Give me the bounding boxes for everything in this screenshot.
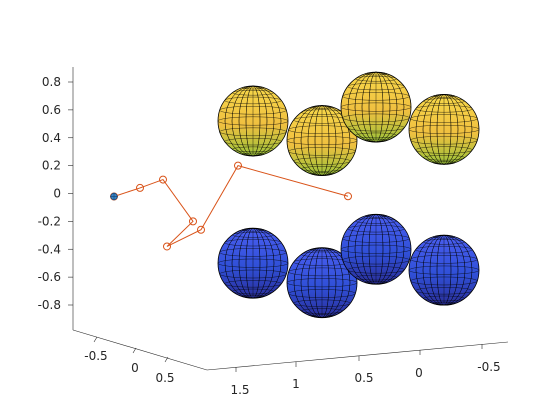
z-tick-label: -0.8 bbox=[38, 298, 61, 312]
start-marker bbox=[110, 192, 118, 201]
z-tick-label: 0.4 bbox=[42, 131, 61, 145]
path-point bbox=[159, 175, 167, 184]
left-tick-label: 0 bbox=[131, 361, 139, 375]
z-tick-label: 0.2 bbox=[42, 159, 61, 173]
z-tick-label: -0.2 bbox=[38, 214, 61, 228]
sphere-top bbox=[340, 71, 412, 143]
z-tick-label: 0.8 bbox=[42, 75, 61, 89]
z-tick-label: -0.6 bbox=[38, 270, 61, 284]
left-tick-label: -0.5 bbox=[84, 349, 107, 363]
bottom-tick-label: -0.5 bbox=[477, 360, 500, 374]
bottom-tick-label: 1.5 bbox=[230, 383, 249, 397]
path-line bbox=[113, 165, 349, 247]
sphere-top bbox=[286, 105, 358, 176]
z-tick-label: -0.4 bbox=[38, 242, 61, 256]
left-tick-mark bbox=[132, 347, 137, 354]
z-tick-label: 0 bbox=[53, 187, 61, 201]
left-ticks: -0.5 0 0.5 bbox=[84, 336, 175, 385]
z-ticks: 0.8 0.6 0.4 0.2 0 -0.2 -0.4 -0.6 -0.8 bbox=[38, 75, 73, 312]
path-point bbox=[163, 242, 171, 251]
sphere-bottom bbox=[286, 247, 358, 319]
left-tick-label: 0.5 bbox=[155, 371, 174, 385]
path-point bbox=[136, 183, 144, 192]
left-tick-mark bbox=[164, 356, 169, 363]
path-point bbox=[197, 225, 205, 234]
spheres-layer bbox=[217, 71, 480, 319]
left-axis-line bbox=[72, 329, 208, 371]
bottom-axis-line bbox=[206, 341, 509, 371]
sphere-bottom bbox=[408, 234, 480, 306]
left-tick-mark bbox=[93, 336, 98, 343]
sphere-top bbox=[408, 93, 480, 165]
bottom-tick-label: 1 bbox=[292, 377, 300, 391]
sphere-top bbox=[217, 85, 289, 157]
bottom-tick-label: 0 bbox=[415, 366, 423, 380]
bottom-tick-label: 0.5 bbox=[354, 371, 373, 385]
sphere-bottom bbox=[340, 213, 412, 285]
bottom-ticks: 1.5 1 0.5 0 -0.5 bbox=[230, 344, 501, 397]
path-layer bbox=[110, 161, 352, 251]
path-point bbox=[344, 192, 352, 201]
path-point bbox=[189, 217, 197, 226]
z-tick-label: 0.6 bbox=[42, 103, 61, 117]
sphere-bottom bbox=[217, 227, 289, 299]
path-point bbox=[234, 161, 242, 170]
